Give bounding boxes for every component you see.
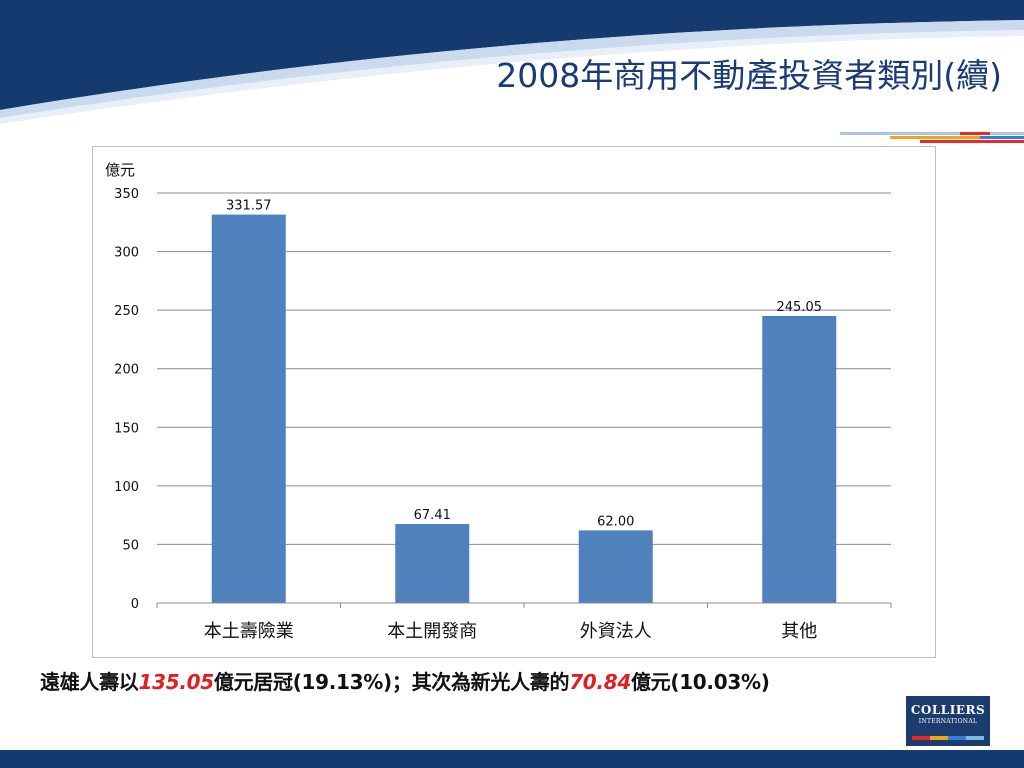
y-tick-label: 300 bbox=[114, 246, 139, 261]
header-band bbox=[0, 0, 1024, 124]
logo-line-1: COLLIERS bbox=[910, 703, 986, 717]
slide-caption: 遠雄人壽以135.05億元居冠(19.13%)；其次為新光人壽的70.84億元(… bbox=[40, 668, 1010, 696]
decorative-stripes bbox=[840, 132, 1024, 143]
caption-highlight-2: 70.84 bbox=[569, 670, 631, 694]
y-tick-label: 250 bbox=[114, 304, 139, 319]
bar bbox=[578, 530, 653, 603]
colliers-logo: COLLIERS INTERNATIONAL bbox=[906, 696, 990, 746]
data-label: 331.57 bbox=[226, 199, 272, 214]
bar-chart: 億元 331.57 67.41 62.00 245.05 0 50 100 150 200 25… bbox=[105, 161, 892, 642]
slide-title: 2008年商用不動產投資者類別(續) bbox=[496, 56, 1002, 95]
logo-line-2: INTERNATIONAL bbox=[918, 718, 978, 725]
y-tick-label: 0 bbox=[131, 597, 139, 612]
y-tick-label: 350 bbox=[114, 187, 139, 202]
bar bbox=[211, 214, 286, 604]
x-tick-label: 其他 bbox=[781, 621, 817, 642]
footer-band bbox=[0, 750, 1024, 768]
data-label: 67.41 bbox=[414, 508, 451, 523]
y-unit-label: 億元 bbox=[105, 161, 135, 179]
x-tick-label: 本土壽險業 bbox=[204, 621, 294, 642]
caption-text-2: 億元居冠(19.13%)；其次為新光人壽的 bbox=[213, 670, 570, 694]
bar bbox=[395, 524, 470, 603]
y-tick-label: 150 bbox=[114, 421, 139, 436]
chart-area: 億元 331.57 67.41 62.00 245.05 0 50 100 150 200 25… bbox=[92, 146, 936, 658]
caption-text-1: 遠雄人壽以 bbox=[40, 670, 139, 694]
y-tick-label: 100 bbox=[114, 480, 139, 495]
x-tick-label: 本土開發商 bbox=[387, 621, 477, 642]
caption-text-3: 億元(10.03%) bbox=[630, 670, 770, 694]
data-label: 245.05 bbox=[777, 300, 823, 315]
x-tick-label: 外資法人 bbox=[580, 621, 652, 642]
bar bbox=[762, 315, 837, 603]
caption-highlight-1: 135.05 bbox=[138, 670, 215, 694]
data-label: 62.00 bbox=[597, 514, 634, 529]
y-tick-label: 200 bbox=[114, 363, 139, 378]
y-tick-label: 50 bbox=[122, 538, 139, 553]
